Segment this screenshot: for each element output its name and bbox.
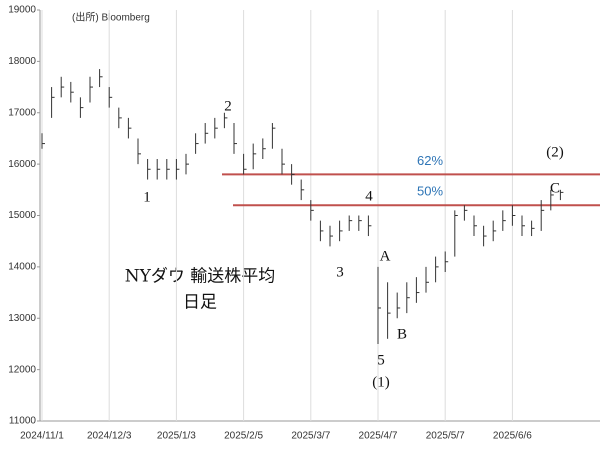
x-tick-label: 2025/1/3 (157, 431, 196, 442)
x-tick-label: 2024/11/1 (20, 431, 64, 442)
wave-label: 2 (224, 98, 232, 114)
y-tick-label: 19000 (8, 5, 36, 16)
chart-subtitle: 日足 (183, 293, 217, 313)
x-tick-label: 2025/6/6 (493, 431, 532, 442)
x-tick-label: 2025/5/7 (426, 431, 465, 442)
wave-label: (1) (372, 374, 390, 390)
retracement-label: 62% (417, 153, 443, 168)
wave-label: A (380, 248, 391, 264)
wave-label: B (397, 326, 407, 342)
y-tick-label: 17000 (8, 107, 36, 118)
x-tick-label: 2024/12/3 (87, 431, 132, 442)
y-tick-label: 18000 (8, 56, 36, 67)
chart-title: NYダウ 輸送株平均 (125, 267, 276, 287)
y-tick-label: 11000 (9, 416, 37, 427)
wave-label: C (550, 180, 560, 196)
y-tick-label: 15000 (8, 210, 36, 221)
y-tick-label: 13000 (8, 313, 36, 324)
y-tick-label: 12000 (8, 364, 36, 375)
wave-label: 1 (143, 189, 151, 205)
y-tick-label: 14000 (8, 262, 36, 273)
wave-label: (2) (546, 144, 564, 160)
retracement-label: 50% (417, 184, 443, 199)
x-tick-label: 2025/4/7 (359, 431, 398, 442)
wave-label: 3 (336, 264, 344, 280)
x-tick-label: 2025/3/7 (291, 431, 330, 442)
y-tick-label: 16000 (8, 159, 36, 170)
wave-label: 5 (377, 352, 385, 368)
source: (出所) Bloomberg (72, 11, 150, 24)
x-tick-label: 2025/2/5 (224, 431, 263, 442)
wave-label: 4 (365, 188, 373, 204)
